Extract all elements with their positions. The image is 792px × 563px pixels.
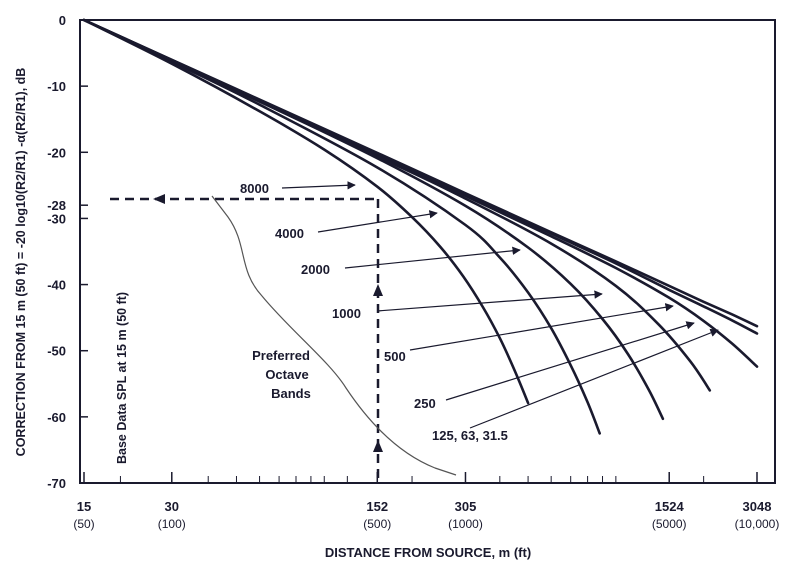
group-line-2: Octave xyxy=(265,367,308,382)
x-tick-label: 305 xyxy=(455,499,477,514)
label-500: 500 xyxy=(384,349,406,364)
y-tick-label: 0 xyxy=(59,13,66,28)
x-tick-sublabel: (100) xyxy=(158,517,186,531)
series-layer xyxy=(82,18,759,435)
y-tick-label: -10 xyxy=(47,79,66,94)
up-arrowhead-lower xyxy=(373,440,383,452)
label-4000: 4000 xyxy=(275,226,304,241)
x-tick-label: 3048 xyxy=(743,499,772,514)
y-tick-label: -50 xyxy=(47,344,66,359)
series-line-2000 xyxy=(82,18,665,421)
x-tick-sublabel: (10,000) xyxy=(735,517,780,531)
band-labels: 8000 4000 2000 1000 500 250 125, 63, 31.… xyxy=(240,181,719,443)
y-tick-label: -28 xyxy=(47,198,66,213)
label-2000: 2000 xyxy=(301,262,330,277)
x-tick-label: 15 xyxy=(77,499,91,514)
pointer-4000 xyxy=(317,210,438,233)
base-data-note: Base Data SPL at 15 m (50 ft) xyxy=(115,292,129,464)
label-125-63-31-5: 125, 63, 31.5 xyxy=(432,428,508,443)
pointer-125-63-31-5 xyxy=(469,328,719,429)
pointer-500 xyxy=(409,303,674,351)
y-axis: 0 -10 -20 -28-30 -40 -50 -60 -70 xyxy=(47,13,88,491)
y-tick-label: -20 xyxy=(47,145,66,160)
series-line-1000 xyxy=(82,18,712,392)
series-line-8000 xyxy=(82,18,530,405)
y-tick-label: -30 xyxy=(47,211,66,226)
x-axis-title: DISTANCE FROM SOURCE, m (ft) xyxy=(325,545,531,560)
x-tick-sublabel: (50) xyxy=(73,517,94,531)
x-tick-sublabel: (1000) xyxy=(448,517,483,531)
label-8000: 8000 xyxy=(240,181,269,196)
pointer-1000 xyxy=(376,290,603,312)
reference-lines xyxy=(110,194,383,478)
group-line-1: Preferred xyxy=(252,348,310,363)
left-arrowhead xyxy=(153,194,165,204)
series-line-125-63-31-5 xyxy=(82,18,759,328)
label-1000: 1000 xyxy=(332,306,361,321)
label-250: 250 xyxy=(414,396,436,411)
pointer-250 xyxy=(445,321,695,401)
group-line-3: Bands xyxy=(271,386,311,401)
preferred-octave-bands-note: Preferred Octave Bands xyxy=(211,195,457,476)
x-tick-label: 30 xyxy=(165,499,179,514)
y-tick-label: -60 xyxy=(47,410,66,425)
x-tick-sublabel: (500) xyxy=(363,517,391,531)
y-axis-title: CORRECTION FROM 15 m (50 ft) = -20 log10… xyxy=(14,68,28,457)
plot-frame xyxy=(79,19,776,484)
x-tick-sublabel: (5000) xyxy=(652,517,687,531)
pointer-2000 xyxy=(344,246,521,269)
x-axis: 15 (50) 30 (100) 152 (500) 305 (1000) 1524 (5000)… xyxy=(73,472,779,531)
series-line-4000 xyxy=(82,18,601,435)
up-arrowhead-upper xyxy=(373,284,383,296)
y-tick-label: -40 xyxy=(47,278,66,293)
y-tick-label: -70 xyxy=(47,476,66,491)
x-tick-label: 152 xyxy=(366,499,388,514)
x-tick-label: 1524 xyxy=(655,499,685,514)
bracket-line xyxy=(211,195,457,476)
pointer-8000 xyxy=(281,181,356,190)
